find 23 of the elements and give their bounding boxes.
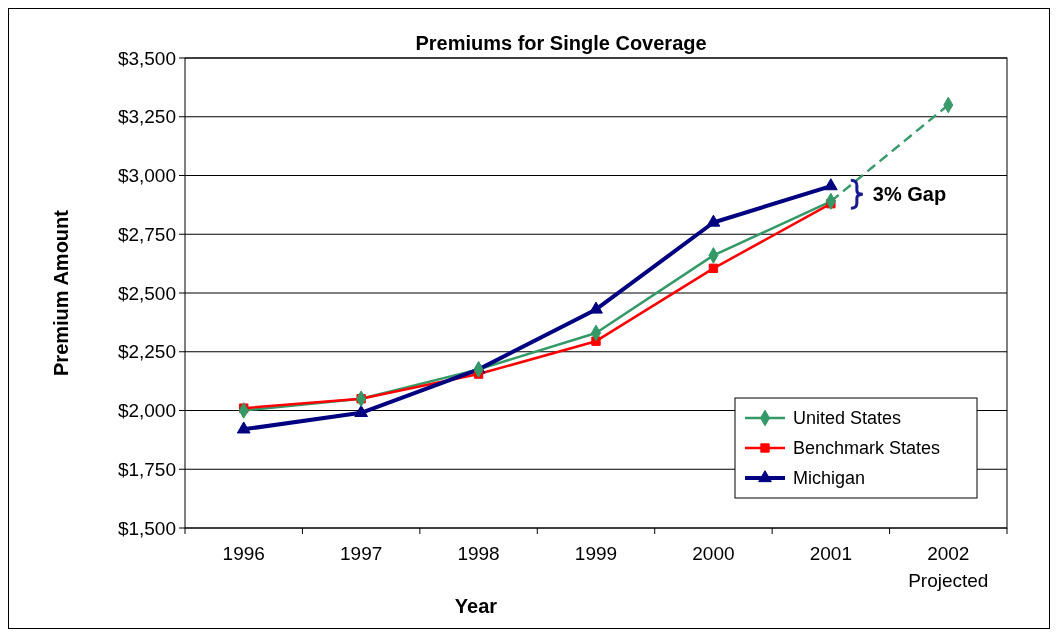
y-tick-label: $3,000	[117, 165, 176, 187]
x-tick-label: 1998	[457, 543, 500, 564]
x-tick-label: 2000	[692, 543, 735, 564]
legend-label: Michigan	[793, 468, 866, 489]
x-tick-label: 1999	[574, 543, 618, 564]
x-axis-title: Year	[454, 595, 498, 617]
y-axis-title: Premium Amount	[50, 209, 72, 376]
x-tick-label: 1996	[222, 543, 265, 564]
y-tick-label: $1,500	[117, 517, 176, 539]
y-tick-label: $2,250	[117, 341, 176, 363]
y-tick-label: $2,500	[117, 282, 176, 304]
annotation: 3% Gap	[872, 183, 947, 206]
y-tick-label: $2,000	[117, 400, 176, 422]
y-tick-label: $2,750	[117, 223, 176, 245]
x-tick-label: 2002 Projected	[908, 543, 989, 591]
y-tick-label: $1,750	[117, 458, 176, 480]
y-tick-label: $3,250	[117, 106, 176, 128]
chart-title: Premiums for Single Coverage	[415, 32, 707, 54]
x-tick-label: 2001	[809, 543, 852, 564]
x-tick-label: 1997	[340, 543, 383, 564]
legend-label: Benchmark States	[793, 438, 941, 459]
legend-label: United States	[793, 408, 902, 429]
y-tick-label: $3,500	[117, 47, 176, 69]
